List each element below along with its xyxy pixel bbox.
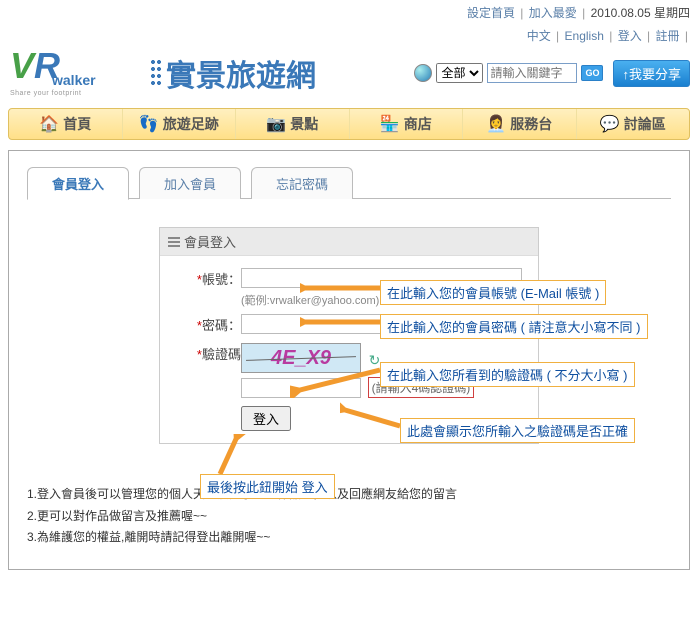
arrow-icon [300,276,390,296]
note-line: 1.登入會員後可以管理您的個人天地及分享您的作品ㄛ，以及回應網友給您的留言 [27,484,671,506]
header: VR walker Share your footprint 實景旅遊網 全部 … [0,46,698,104]
lang-zh-link[interactable]: 中文 [527,29,551,43]
nav-icon: 👩‍💼 [486,114,506,134]
password-label: *密碼： [176,315,241,334]
nav-label: 景點 [290,114,318,134]
callout-password: 在此輸入您的會員密碼 ( 請注意大小寫不同 ) [380,314,648,339]
login-button[interactable]: 登入 [241,406,291,431]
go-button[interactable]: GO [581,65,603,81]
note-line: 2.更可以對作品做留言及推薦喔~~ [27,506,671,528]
nav-item[interactable]: 📷景點 [236,109,350,139]
nav-label: 商店 [404,114,432,134]
lang-en-link[interactable]: English [565,29,604,43]
nav-icon: 👣 [139,114,159,134]
nav-label: 討論區 [624,114,666,134]
keyword-input[interactable] [487,63,577,83]
globe-icon [414,64,432,82]
callout-captcha: 在此輸入您所看到的驗證碼 ( 不分大小寫 ) [380,362,635,387]
dots-icon [150,59,162,87]
nav-label: 服務台 [510,114,552,134]
form-title: 會員登入 [160,228,538,256]
nav-item[interactable]: 🏪商店 [350,109,464,139]
login-link[interactable]: 登入 [618,29,642,43]
nav-item[interactable]: 💬討論區 [577,109,690,139]
arrow-icon [290,358,390,398]
add-favorite-link[interactable]: 加入最愛 [529,6,577,20]
nav-icon: 📷 [266,114,286,134]
nav-item[interactable]: 🏠首頁 [9,109,123,139]
lang-links: 中文 | English | 登入 | 註冊 | [0,25,698,46]
register-link[interactable]: 註冊 [656,29,680,43]
tab-join[interactable]: 加入會員 [139,167,241,199]
set-home-link[interactable]: 設定首頁 [467,6,515,20]
nav-item[interactable]: 👣旅遊足跡 [123,109,237,139]
nav-label: 首頁 [63,114,91,134]
note-line: 3.為維護您的權益,離開時請記得登出離開喔~~ [27,527,671,549]
list-icon [168,236,180,248]
tabs: 會員登入 加入會員 忘記密碼 [27,167,671,199]
main-nav: 🏠首頁👣旅遊足跡📷景點🏪商店👩‍💼服務台💬討論區 [8,108,690,140]
logo[interactable]: VR walker Share your footprint [10,48,140,98]
callout-status: 此處會顯示您所輸入之驗證碼是否正確 [400,418,635,443]
nav-icon: 💬 [600,114,620,134]
arrow-icon [300,310,390,330]
callout-account: 在此輸入您的會員帳號 (E-Mail 帳號 ) [380,280,606,305]
nav-item[interactable]: 👩‍💼服務台 [463,109,577,139]
notes: 1.登入會員後可以管理您的個人天地及分享您的作品ㄛ，以及回應網友給您的留言2.更… [27,484,671,549]
site-title: 實景旅遊網 [150,51,316,95]
captcha-label: *驗證碼 [176,344,241,363]
top-links: 設定首頁 | 加入最愛 | 2010.08.05 星期四 [0,0,698,25]
share-button[interactable]: ↑我要分享 [613,60,690,87]
account-label: *帳號： [176,269,241,288]
nav-label: 旅遊足跡 [163,114,219,134]
tab-login[interactable]: 會員登入 [27,167,129,200]
tab-forgot[interactable]: 忘記密碼 [251,167,353,199]
nav-icon: 🏪 [380,114,400,134]
callout-login: 最後按此鈕開始 登入 [200,474,335,499]
nav-icon: 🏠 [39,114,59,134]
category-select[interactable]: 全部 [436,63,483,83]
date-text: 2010.08.05 星期四 [591,6,690,20]
search-area: 全部 GO ↑我要分享 [414,60,690,87]
